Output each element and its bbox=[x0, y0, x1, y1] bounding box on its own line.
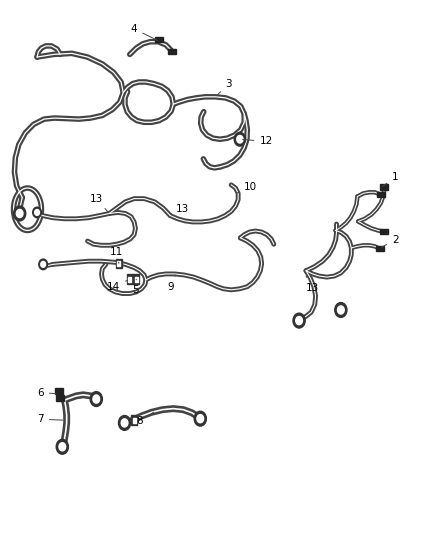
Circle shape bbox=[293, 313, 305, 328]
Text: 7: 7 bbox=[37, 414, 63, 424]
Text: 12: 12 bbox=[243, 136, 272, 147]
Circle shape bbox=[90, 392, 102, 407]
Bar bbox=[56, 395, 64, 401]
Bar bbox=[376, 246, 384, 251]
Circle shape bbox=[16, 209, 23, 217]
Circle shape bbox=[93, 395, 99, 403]
Text: 11: 11 bbox=[110, 247, 124, 263]
Circle shape bbox=[335, 303, 347, 317]
Circle shape bbox=[59, 443, 66, 451]
Text: 5: 5 bbox=[132, 279, 139, 295]
Text: 14: 14 bbox=[107, 280, 127, 292]
Bar bbox=[128, 277, 131, 281]
Text: 13: 13 bbox=[306, 276, 319, 293]
Bar bbox=[168, 49, 176, 54]
Text: 10: 10 bbox=[237, 182, 257, 193]
Bar bbox=[55, 389, 63, 394]
Text: 4: 4 bbox=[131, 24, 158, 41]
Circle shape bbox=[237, 135, 243, 143]
Text: 9: 9 bbox=[167, 275, 176, 292]
Text: 1: 1 bbox=[382, 172, 399, 187]
Bar bbox=[135, 277, 138, 281]
Bar bbox=[133, 274, 139, 284]
Circle shape bbox=[118, 416, 131, 430]
Bar bbox=[117, 261, 120, 266]
Circle shape bbox=[35, 209, 39, 215]
Bar bbox=[131, 416, 137, 425]
Circle shape bbox=[39, 259, 47, 270]
Bar bbox=[381, 184, 389, 190]
Circle shape bbox=[234, 132, 246, 146]
Circle shape bbox=[41, 262, 46, 267]
Bar bbox=[116, 259, 122, 268]
Circle shape bbox=[197, 415, 204, 423]
Text: 2: 2 bbox=[381, 235, 399, 247]
Circle shape bbox=[338, 306, 344, 314]
Bar bbox=[133, 418, 136, 423]
Circle shape bbox=[194, 411, 206, 426]
Circle shape bbox=[33, 207, 42, 217]
Circle shape bbox=[296, 317, 302, 325]
Bar bbox=[155, 37, 163, 42]
Circle shape bbox=[14, 206, 26, 221]
Bar bbox=[377, 192, 385, 197]
Text: 13: 13 bbox=[90, 193, 107, 212]
Circle shape bbox=[56, 439, 68, 454]
Bar bbox=[381, 229, 389, 234]
Text: 6: 6 bbox=[37, 387, 56, 398]
Text: 13: 13 bbox=[175, 204, 189, 220]
Text: 8: 8 bbox=[137, 412, 154, 426]
Circle shape bbox=[121, 419, 128, 427]
Text: 3: 3 bbox=[217, 78, 232, 95]
Bar bbox=[127, 274, 133, 284]
